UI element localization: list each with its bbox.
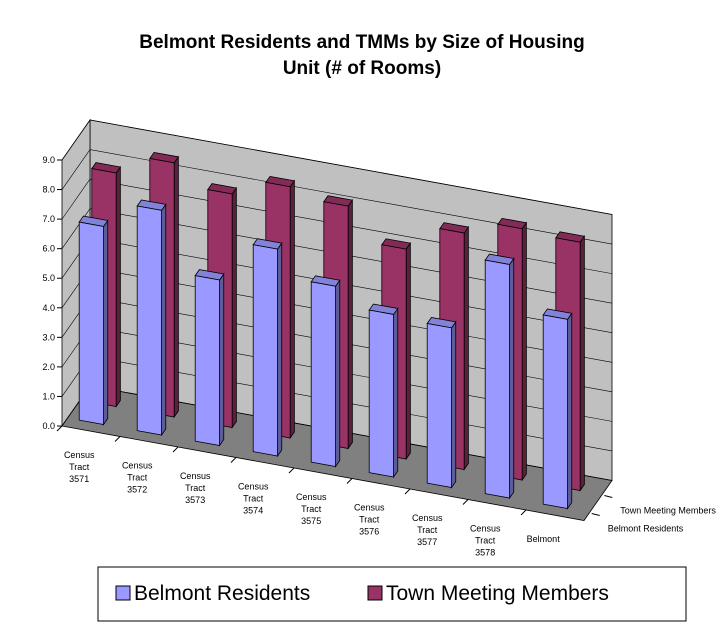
x-tick <box>172 446 179 453</box>
y-tick-label: 8.0 <box>42 185 55 195</box>
x-tick <box>56 425 63 432</box>
depth-label: Belmont Residents <box>608 524 684 534</box>
bar <box>252 238 283 458</box>
chart-title: Belmont Residents and TMMs by Size of Ho… <box>139 32 584 79</box>
bar <box>136 199 167 437</box>
x-tick <box>404 488 411 495</box>
bar-side <box>103 219 109 426</box>
depth-tick <box>591 513 600 516</box>
bar-side <box>115 165 121 408</box>
legend-swatch <box>115 585 131 601</box>
legend-box <box>97 566 687 622</box>
legend-label: Town Meeting Members <box>386 582 609 605</box>
y-tick-label: 9.0 <box>42 155 55 165</box>
x-tick <box>346 478 353 484</box>
bar-side <box>161 203 167 437</box>
bar-front <box>426 323 452 488</box>
x-tick <box>114 436 121 442</box>
bar-front <box>484 259 510 499</box>
bar-side <box>277 241 283 458</box>
bar <box>426 317 457 489</box>
x-tick-label: Belmont <box>527 534 561 544</box>
x-tick-label: Census Tract 3572 <box>122 461 153 495</box>
y-tick-label: 4.0 <box>42 303 55 313</box>
bar-side <box>219 272 225 447</box>
y-tick-label: 6.0 <box>42 244 55 254</box>
bar-side <box>393 307 399 479</box>
x-tick-label: Census Tract 3576 <box>354 503 385 537</box>
y-tick-label: 3.0 <box>42 332 55 342</box>
bar-side <box>173 155 179 419</box>
x-tick-label: Census Tract 3573 <box>180 471 211 505</box>
x-tick-label: Census Tract 3571 <box>64 450 95 484</box>
y-tick-label: 2.0 <box>42 362 55 372</box>
y-tick-label: 7.0 <box>42 214 55 224</box>
depth-tick <box>604 495 613 498</box>
bar-side <box>509 257 515 500</box>
grid-line <box>61 208 613 304</box>
bar-front <box>542 314 568 509</box>
bar <box>194 269 225 447</box>
grid-line <box>61 178 613 274</box>
bar-front <box>78 221 104 425</box>
bar <box>484 253 515 500</box>
y-tick-label: 1.0 <box>42 391 55 401</box>
x-tick-label: Census Tract 3578 <box>470 524 501 558</box>
bar-side <box>335 278 341 468</box>
x-tick-label: Census Tract 3577 <box>412 513 443 547</box>
x-tick <box>230 457 237 463</box>
bar-side <box>231 186 237 429</box>
bar-side <box>347 198 353 450</box>
bar <box>310 275 341 468</box>
bar-front <box>252 244 278 457</box>
legend-label: Belmont Residents <box>134 582 310 605</box>
depth-label: Town Meeting Members <box>620 506 716 516</box>
bar-side <box>405 241 411 461</box>
y-tick-label: 0.0 <box>42 421 55 431</box>
x-tick-label: Census Tract 3575 <box>296 492 327 526</box>
bar-side <box>567 312 573 510</box>
x-tick <box>520 509 527 516</box>
bar <box>542 308 573 510</box>
bar-front <box>368 309 394 478</box>
bar-front <box>310 281 336 467</box>
y-tick-label: 5.0 <box>42 273 55 283</box>
bar-side <box>463 225 469 471</box>
x-tick <box>462 499 469 505</box>
x-tick <box>288 467 295 474</box>
bar-front <box>194 275 220 446</box>
bar-side <box>579 234 585 492</box>
bar <box>368 303 399 479</box>
bar <box>78 215 109 426</box>
x-tick-label: Census Tract 3574 <box>238 482 269 516</box>
bar-side <box>289 179 295 440</box>
legend-swatch <box>367 585 383 601</box>
grid-line <box>61 119 613 215</box>
grid-line <box>61 149 613 245</box>
bar-side <box>451 320 457 489</box>
bar-side <box>521 221 527 482</box>
bar-front <box>136 205 162 436</box>
